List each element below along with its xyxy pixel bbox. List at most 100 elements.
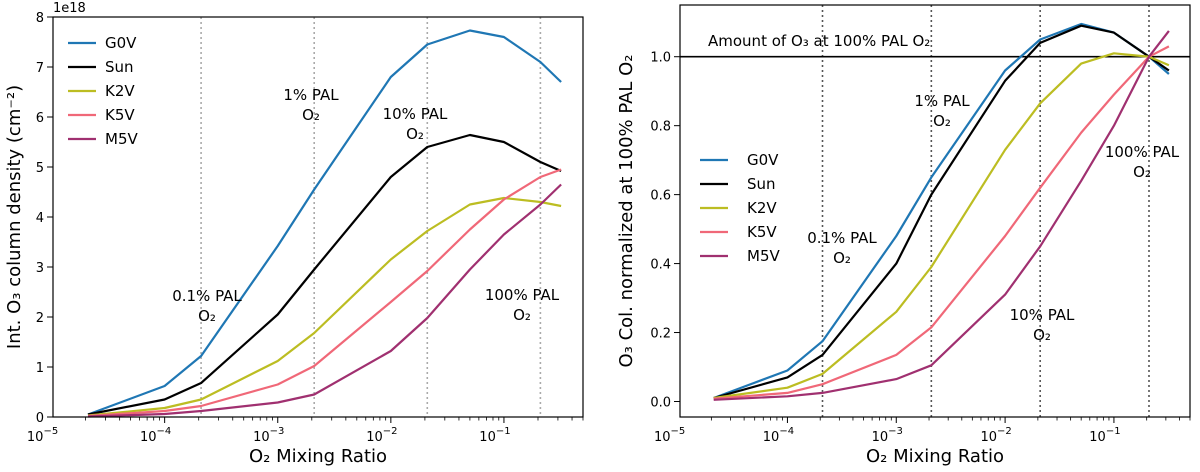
y-tick-label: 0.6 [650, 189, 671, 204]
y-tick-label: 0 [36, 411, 44, 426]
right-y-axis-label: O₃ Col. normalized at 100% PAL O₂ [616, 54, 637, 367]
legend-label: G0V [747, 151, 779, 169]
legend-entry-sun: Sun [68, 58, 134, 76]
y-tick-label: 0.4 [650, 258, 671, 273]
annotation-line1: 10% PAL [383, 105, 448, 123]
annotation-line1: 1% PAL [283, 86, 339, 104]
right-x-axis-label: O₂ Mixing Ratio [866, 446, 1004, 467]
right-annotation-1pct: 1% PAL O₂ [914, 92, 970, 130]
right-annotation-100pct: 100% PAL O₂ [1105, 143, 1180, 181]
right-plot-frame [679, 4, 1191, 418]
annotation-line1: 100% PAL [1105, 143, 1180, 161]
legend-label: M5V [105, 130, 138, 148]
legend-label: K2V [747, 199, 777, 217]
series-line-k5v [87, 168, 562, 418]
x-tick-label: 10−2 [366, 426, 397, 445]
series-line-sun [87, 133, 562, 416]
left-annotation-100pct: 100% PAL O₂ [485, 286, 560, 324]
annotation-line1: 0.1% PAL [807, 229, 877, 247]
annotation-line1: 1% PAL [914, 92, 970, 110]
x-tick-label: 10−2 [980, 426, 1011, 445]
legend-label: G0V [105, 34, 137, 52]
series-line-g0v [713, 22, 1170, 400]
y-tick-label: 5 [36, 161, 44, 176]
annotation-line1: 100% PAL [485, 286, 560, 304]
left-reference-lines [200, 17, 542, 417]
y-tick-label: 0.2 [650, 327, 671, 342]
annotation-line2: O₂ [933, 112, 951, 130]
x-tick-label: 10−3 [872, 426, 903, 445]
series-line-k2v [713, 52, 1170, 400]
legend-entry-k2v: K2V [700, 199, 777, 217]
legend-label: Sun [747, 175, 776, 193]
legend-label: Sun [105, 58, 134, 76]
y-tick-label: 4 [36, 211, 44, 226]
series-line-g0v [87, 29, 562, 416]
right-annotation-0.1pct: 0.1% PAL O₂ [807, 229, 877, 267]
y-tick-label: 1.0 [650, 51, 671, 66]
legend-entry-k5v: K5V [68, 106, 135, 124]
legend-entry-m5v: M5V [68, 130, 138, 148]
left-x-axis-label: O₂ Mixing Ratio [249, 446, 387, 467]
annotation-line2: O₂ [1133, 163, 1151, 181]
legend-label: K5V [747, 223, 777, 241]
x-tick-label: 10−3 [253, 426, 284, 445]
series-line-m5v [713, 30, 1170, 401]
legend-entry-k5v: K5V [700, 223, 777, 241]
y-tick-label: 8 [36, 11, 44, 26]
annotation-line2: O₂ [406, 125, 424, 143]
annotation-line2: O₂ [302, 106, 320, 124]
legend-entry-g0v: G0V [700, 151, 779, 169]
left-x-ticks: 10−5 10−4 10−3 10−2 10−1 [27, 417, 584, 445]
left-annotation-10pct: 10% PAL O₂ [383, 105, 448, 143]
y-tick-label: 0.8 [650, 120, 671, 135]
y-tick-label: 6 [36, 111, 44, 126]
legend-entry-sun: Sun [700, 175, 776, 193]
x-tick-label: 10−4 [140, 426, 171, 445]
annotation-line2: O₂ [1033, 326, 1051, 344]
x-tick-label: 10−5 [654, 426, 685, 445]
x-tick-label: 10−1 [1089, 426, 1120, 445]
left-y-axis-label: Int. O₃ column density (cm⁻²) [4, 85, 25, 349]
series-line-k5v [713, 45, 1170, 400]
y-tick-label: 2 [36, 311, 44, 326]
legend-entry-m5v: M5V [700, 247, 780, 265]
x-tick-label: 10−4 [763, 426, 794, 445]
left-offset-label: 1e18 [53, 1, 86, 16]
x-tick-label: 10−1 [479, 426, 510, 445]
legend-label: K2V [105, 82, 135, 100]
series-line-k2v [87, 196, 562, 417]
y-tick-label: 7 [36, 61, 44, 76]
left-legend: G0V Sun K2V K5V M5V [68, 34, 138, 148]
annotation-line1: 10% PAL [1010, 306, 1075, 324]
series-line-m5v [87, 183, 562, 418]
series-line-sun [713, 24, 1170, 400]
right-series-lines [713, 22, 1170, 401]
right-legend: G0V Sun K2V K5V M5V [700, 151, 780, 265]
left-plot-frame [52, 16, 584, 418]
legend-entry-g0v: G0V [68, 34, 137, 52]
x-tick-label: 10−5 [27, 426, 58, 445]
left-annotation-1pct: 1% PAL O₂ [283, 86, 339, 124]
right-x-ticks: 10−5 10−4 10−3 10−2 10−1 [654, 417, 1191, 445]
right-y-ticks: 0.0 0.2 0.4 0.6 0.8 1.0 [650, 51, 680, 410]
left-series-lines [87, 29, 562, 418]
y-tick-label: 0.0 [650, 395, 671, 410]
annotation-line2: O₂ [513, 306, 531, 324]
y-tick-label: 3 [36, 261, 44, 276]
right-annotation-10pct: 10% PAL O₂ [1010, 306, 1075, 344]
legend-entry-k2v: K2V [68, 82, 135, 100]
y-tick-label: 1 [36, 361, 44, 376]
left-y-ticks: 0 1 2 3 4 5 6 7 8 [36, 11, 53, 426]
right-chart-panel: 10−5 10−4 10−3 10−2 10−1 0.00.20.40.60.81.0 … [616, 4, 1191, 467]
left-annotation-0.1pct: 0.1% PAL O₂ [172, 287, 242, 325]
annotation-line2: O₂ [198, 307, 216, 325]
right-hline-label: Amount of O₃ at 100% PAL O₂ [708, 32, 930, 50]
right-reference-lines [821, 5, 1150, 417]
legend-label: M5V [747, 247, 780, 265]
legend-label: K5V [105, 106, 135, 124]
left-chart-panel: 10−5 10−4 10−3 10−2 10−1 0 1 2 3 4 5 6 7 8 1e18 Int.… [4, 1, 584, 467]
annotation-line1: 0.1% PAL [172, 287, 242, 305]
annotation-line2: O₂ [833, 249, 851, 267]
